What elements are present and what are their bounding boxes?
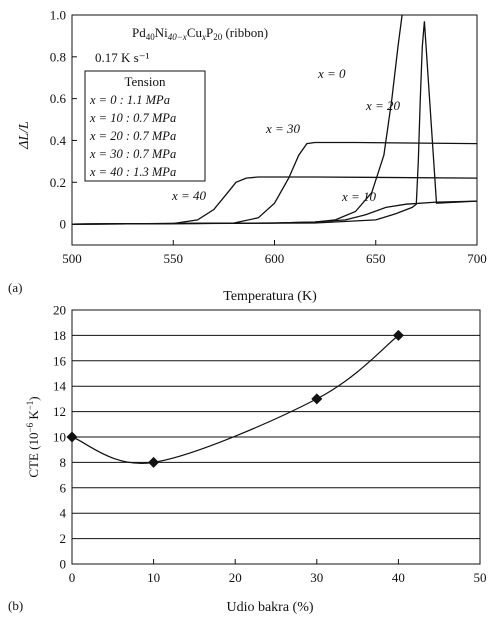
chart-a-legend-entry: x = 0 : 1.1 MPa <box>89 93 170 107</box>
chart-a-ytick-label: 0.6 <box>50 91 67 106</box>
chart-a-series-line-2 <box>71 21 478 225</box>
chart-a-xtick-label: 600 <box>265 251 285 266</box>
chart-b-xtick-label: 20 <box>229 570 242 585</box>
chart-b-diamond-marker <box>311 393 323 405</box>
chart-b-ytick-label: 6 <box>60 480 67 495</box>
chart-a-legend-entry: x = 10 : 0.7 MPa <box>89 111 176 125</box>
chart-a-series-line-3 <box>71 141 478 225</box>
chart-b-ytick-label: 12 <box>53 404 66 419</box>
chart-a-ytick-label: 0.2 <box>50 175 66 190</box>
chart-a-xlabel: Temperatura (K) <box>223 289 317 304</box>
chart-a-ylabel: ΔL/L <box>17 121 32 150</box>
chart-a-ytick-label: 0.4 <box>50 133 67 148</box>
chart-b-diamond-marker <box>148 456 160 468</box>
chart-a-legend-title: Tension <box>125 74 166 89</box>
chart-b-ytick-label: 0 <box>60 557 67 572</box>
chart-b-series-line <box>71 334 399 464</box>
chart-b-ytick-label: 10 <box>53 430 66 445</box>
chart-a-title: Pd40Ni40−xCuxP20 (ribbon) <box>132 25 268 42</box>
chart-b: 0 2 4 6 8 10 12 14 16 18 20 0 10 20 30 40 50 Udio bakra … <box>8 303 487 616</box>
chart-b-xtick-label: 30 <box>310 570 323 585</box>
chart-a-annotation: x = 0 <box>317 66 346 81</box>
chart-a-heating-rate: 0.17 K s⁻¹ <box>95 50 150 65</box>
chart-b-ytick-label: 18 <box>53 328 66 343</box>
chart-b-ylabel: CTE (10−6 K−1) <box>25 396 41 477</box>
chart-a: 500 550 600 650 700 0 0.2 0.4 0.6 0.8 1.0 Pd40Ni40… <box>8 8 487 305</box>
chart-b-xtick-label: 50 <box>474 570 487 585</box>
chart-b-grid <box>72 309 480 565</box>
chart-b-ytick-label: 8 <box>60 455 67 470</box>
chart-a-xtick-label: 500 <box>62 251 82 266</box>
chart-a-ytick-label: 1.0 <box>50 8 66 23</box>
chart-b-points <box>66 329 404 468</box>
chart-a-annotation: x = 30 <box>265 121 301 136</box>
chart-a-series <box>71 14 478 225</box>
chart-b-diamond-marker <box>66 431 78 443</box>
chart-a-ytick-label: 0 <box>60 217 67 232</box>
chart-b-xlabel: Udio bakra (%) <box>226 600 313 615</box>
chart-a-legend: Tension x = 0 : 1.1 MPa x = 10 : 0.7 MPa… <box>84 70 206 182</box>
chart-b-ytick-label: 16 <box>53 353 67 368</box>
chart-b-xtick-label: 10 <box>147 570 160 585</box>
chart-a-xtick-label: 550 <box>164 251 184 266</box>
chart-a-ytick-label: 0.8 <box>50 49 66 64</box>
chart-b-ticks: 0 2 4 6 8 10 12 14 16 18 20 0 10 20 30 40 50 <box>53 303 487 586</box>
chart-b-ytick-label: 20 <box>53 303 66 318</box>
chart-b-diamond-marker <box>392 329 404 341</box>
chart-b-ytick-label: 2 <box>60 531 67 546</box>
chart-b-xtick-label: 0 <box>69 570 76 585</box>
chart-a-legend-entry: x = 30 : 0.7 MPa <box>89 147 176 161</box>
chart-a-annotation: x = 40 <box>171 188 207 203</box>
chart-b-ytick-label: 4 <box>60 506 67 521</box>
chart-a-xtick-label: 650 <box>366 251 386 266</box>
chart-a-xtick-label: 700 <box>467 251 487 266</box>
chart-b-xtick-label: 40 <box>392 570 405 585</box>
chart-a-legend-entry: x = 40 : 1.3 MPa <box>89 165 176 179</box>
chart-a-annotation: x = 10 <box>341 189 377 204</box>
chart-a-series-line-4 <box>71 176 478 225</box>
chart-b-ytick-label: 14 <box>53 379 67 394</box>
chart-b-panel-label: (b) <box>8 598 23 613</box>
chart-a-ticks: 500 550 600 650 700 0 0.2 0.4 0.6 0.8 1.0 <box>50 8 487 267</box>
chart-a-legend-entry: x = 20 : 0.7 MPa <box>89 129 176 143</box>
chart-a-panel-label: (a) <box>8 280 22 295</box>
chart-a-legend-box <box>84 70 206 182</box>
chart-a-annotation: x = 20 <box>365 98 401 113</box>
